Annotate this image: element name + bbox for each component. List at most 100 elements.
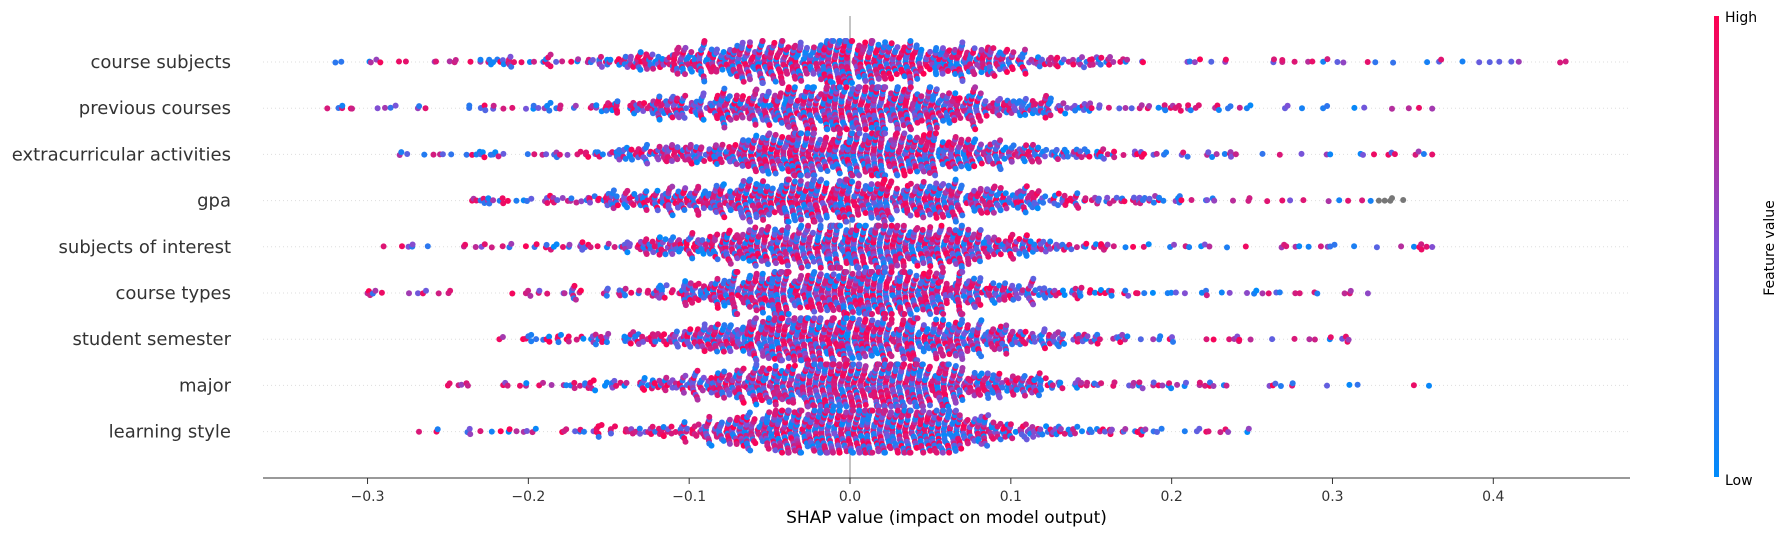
shap-point (1236, 104, 1243, 111)
shap-point (818, 176, 825, 183)
shap-point (1141, 151, 1147, 157)
shap-point (759, 38, 766, 44)
shap-point (746, 303, 753, 310)
shap-point (1375, 197, 1382, 204)
shap-point (1324, 103, 1331, 109)
shap-point (856, 222, 863, 229)
shap-point (836, 170, 843, 177)
shap-point (554, 197, 561, 204)
shap-point (894, 262, 901, 269)
shap-point (914, 262, 921, 269)
shap-point (752, 224, 759, 231)
shap-point (626, 241, 633, 247)
shap-point (681, 114, 688, 121)
shap-point (1221, 151, 1228, 157)
shap-point (1284, 102, 1291, 109)
shap-point (1064, 104, 1071, 111)
shap-point (927, 84, 934, 91)
shap-point (734, 269, 741, 275)
shap-point (1074, 190, 1081, 197)
shap-point (627, 53, 634, 60)
shap-point (882, 75, 889, 82)
shap-point (978, 209, 985, 216)
shap-point (719, 66, 726, 73)
shap-point (888, 216, 895, 223)
shap-point (868, 214, 875, 221)
shap-point (490, 197, 497, 204)
shap-point (792, 42, 799, 49)
shap-point (901, 172, 908, 179)
shap-point (695, 211, 702, 218)
shap-point (810, 130, 817, 137)
shap-point (740, 137, 747, 144)
shap-point (772, 131, 779, 138)
shap-point (952, 46, 958, 53)
shap-point (500, 150, 507, 157)
shap-point (1390, 59, 1397, 66)
shap-point (798, 77, 805, 84)
shap-point (940, 181, 947, 187)
shap-point (714, 92, 721, 99)
shap-point (849, 178, 856, 185)
shap-point (882, 39, 889, 46)
shap-point (349, 105, 355, 112)
shap-point (952, 90, 959, 97)
shap-point (1206, 243, 1213, 250)
shap-point (997, 251, 1004, 258)
shap-point (682, 185, 689, 192)
shap-point (875, 75, 882, 82)
shap-point (669, 212, 676, 219)
shap-point (734, 73, 741, 80)
feature-row (396, 130, 1436, 179)
shap-point (933, 130, 939, 137)
shap-point (983, 112, 990, 119)
shap-point (1496, 58, 1503, 65)
shap-point (971, 163, 978, 170)
shap-point (882, 222, 889, 229)
shap-point (959, 222, 965, 229)
dots-layer (324, 38, 1569, 456)
shap-point (708, 46, 715, 53)
shap-point (765, 88, 772, 95)
shap-point (752, 262, 759, 269)
shap-point (797, 172, 804, 179)
shap-point (1086, 153, 1093, 160)
shap-point (803, 70, 810, 77)
shap-point (1110, 59, 1117, 65)
shap-point (939, 70, 946, 77)
shap-point (868, 181, 875, 188)
shap-point (792, 217, 799, 224)
shap-point (759, 80, 766, 86)
shap-point (382, 104, 388, 111)
shap-point (995, 237, 1002, 244)
shap-point (959, 78, 966, 84)
shap-point (978, 69, 985, 76)
shap-point (1309, 58, 1316, 65)
shap-point (1180, 149, 1187, 156)
shap-point (933, 71, 940, 78)
shap-point (560, 244, 566, 250)
shap-point (1120, 152, 1127, 158)
shap-point (1188, 197, 1195, 203)
shap-point (760, 178, 767, 185)
shap-point (1391, 151, 1398, 158)
shap-point (1361, 104, 1368, 111)
shap-point (1287, 197, 1294, 204)
shap-point (882, 130, 889, 137)
shap-point (785, 123, 792, 130)
shap-point (843, 218, 850, 225)
shap-point (913, 42, 920, 49)
shap-point (439, 151, 446, 158)
shap-point (561, 290, 568, 297)
shap-point (1036, 158, 1042, 165)
shap-point (416, 103, 423, 110)
shap-point (1043, 146, 1050, 153)
shap-point (1178, 197, 1185, 204)
shap-point (817, 222, 824, 229)
shap-point (1418, 241, 1425, 248)
shap-point (1259, 150, 1266, 157)
shap-point (637, 66, 644, 73)
shap-point (528, 195, 535, 202)
shap-point (662, 251, 669, 258)
shap-point (530, 102, 537, 109)
